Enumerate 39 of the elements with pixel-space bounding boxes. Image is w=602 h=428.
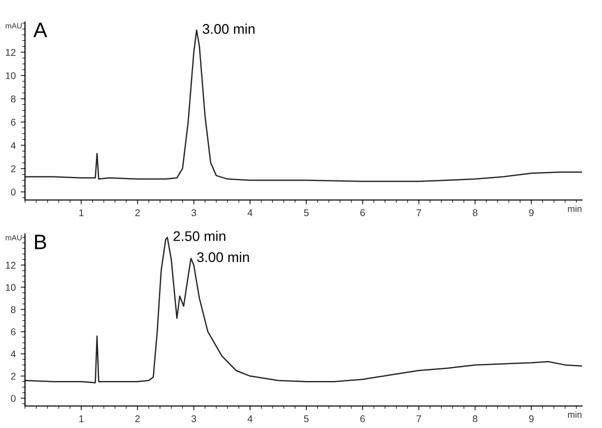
x-tick-label: 9 (529, 415, 534, 422)
annotation: 2.50 min (174, 230, 226, 242)
x-tick-label: 6 (360, 415, 365, 422)
x-tick-label: 7 (416, 209, 422, 216)
y-tick-label: 0 (10, 394, 16, 402)
x-tick-label: 2 (135, 209, 140, 216)
chart-title: B (35, 234, 46, 250)
y-tick-label: 10 (6, 284, 16, 291)
x-tick-label: 4 (248, 209, 252, 216)
y-tick-label: 12 (6, 48, 16, 56)
y-tick-label: 8 (10, 306, 16, 314)
x-tick-label: 1 (79, 209, 84, 216)
annotation: 3.00 min (197, 252, 249, 262)
x-tick-label: 4 (248, 415, 252, 422)
annotation: 3.00 min (202, 24, 255, 34)
y-tick-label: 0 (10, 188, 16, 196)
x-tick-label: 5 (304, 415, 309, 422)
y-tick-label: 6 (11, 328, 16, 336)
x-tick-label: 8 (472, 415, 478, 422)
y-tick-label: 12 (6, 262, 16, 269)
y-tick-label: 2 (11, 372, 16, 380)
y-tick-label: 6 (11, 118, 16, 126)
x-tick-label: 1 (79, 415, 84, 422)
x-tick-label: 2 (135, 415, 140, 422)
y-tick-label: 2 (11, 165, 16, 172)
y-tick-label: 4 (10, 142, 16, 149)
x-tick-label: 3 (191, 415, 196, 422)
x-tick-label: 7 (416, 415, 422, 422)
x-tick-label: 5 (304, 209, 309, 216)
x-tick-label: 8 (472, 209, 478, 216)
x-tick-label: 9 (529, 209, 534, 216)
chart-title: A (33, 22, 48, 38)
x-tick-label: 3 (191, 209, 196, 216)
y-tick-label: 4 (10, 350, 16, 358)
y-tick-label: 8 (10, 96, 16, 102)
x-axis-title: min (568, 205, 582, 212)
x-tick-label: 6 (360, 209, 365, 216)
x-axis-title: min (568, 411, 582, 418)
y-tick-label: 10 (6, 72, 16, 80)
